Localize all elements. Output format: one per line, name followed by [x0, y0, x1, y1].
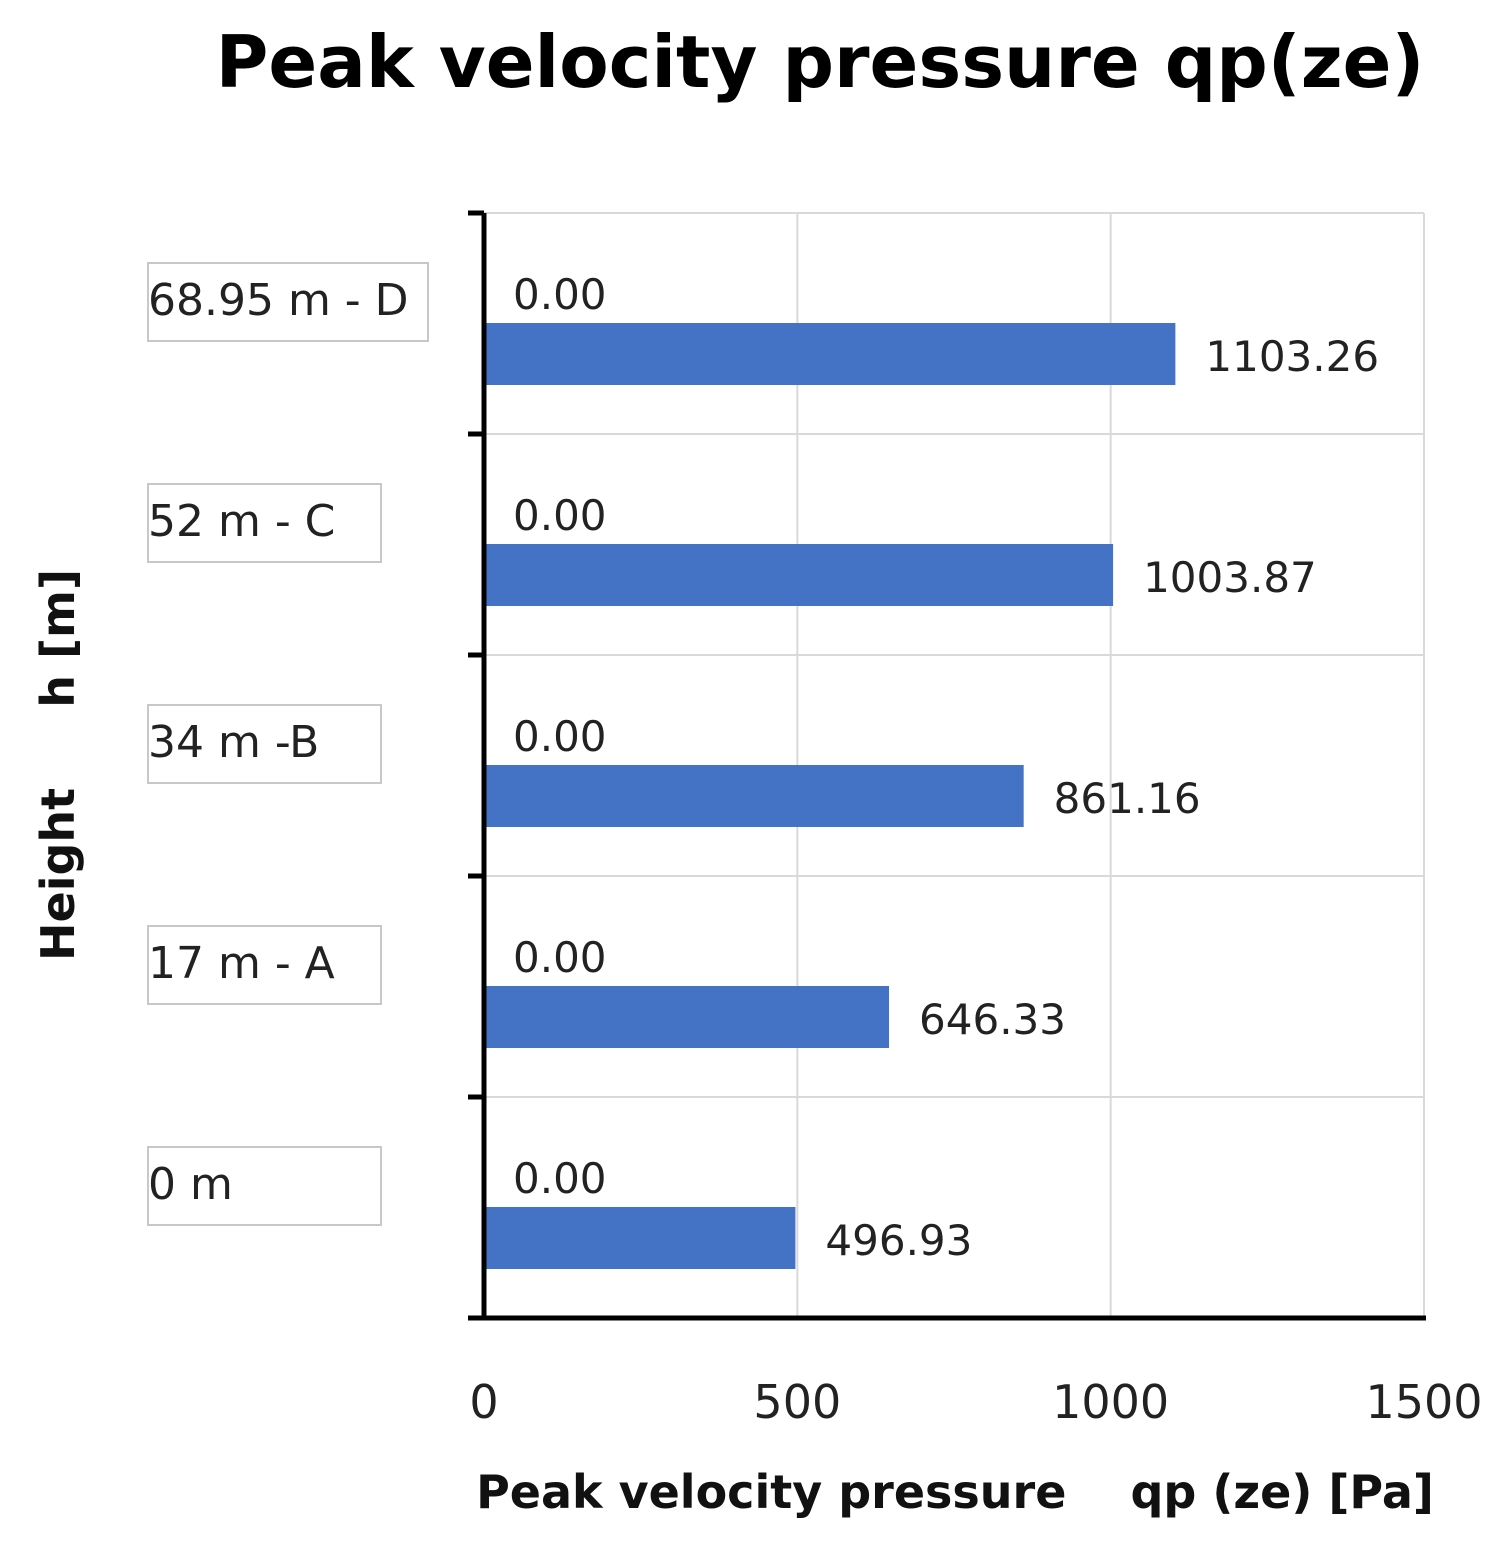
x-axis-title: Peak velocity pressure qp (ze) [Pa] [476, 1465, 1434, 1519]
chart-title: Peak velocity pressure qp(ze) [216, 20, 1425, 104]
data-label-zero: 0.00 [513, 712, 607, 761]
bar [484, 765, 1024, 827]
x-tick-labels: 0 500 1000 1500 [469, 1375, 1482, 1429]
data-label: 1003.87 [1143, 553, 1317, 602]
data-label: 861.16 [1054, 774, 1201, 823]
bar [484, 1207, 796, 1269]
category-label-box [147, 1146, 382, 1226]
category-label-box [147, 483, 382, 563]
category-label: 17 m - A [148, 938, 335, 989]
data-label: 1103.26 [1205, 332, 1379, 381]
category-label: 68.95 m - D [148, 275, 409, 326]
data-label-zero: 0.00 [513, 491, 607, 540]
category-labels: 68.95 m - D 52 m - C 34 m -B 17 m - A 0 m [147, 262, 429, 1226]
data-label: 496.93 [825, 1216, 972, 1265]
data-label: 646.33 [919, 995, 1066, 1044]
x-tick-label: 1500 [1365, 1375, 1482, 1429]
bar [484, 986, 890, 1048]
y-axis-title: Height h [m] [31, 569, 85, 961]
bar [484, 544, 1114, 606]
data-label-zero: 0.00 [513, 933, 607, 982]
data-labels: 0.00 1103.26 0.00 1003.87 0.00 861.16 0.00 646.… [513, 270, 1379, 1265]
x-tick-label: 1000 [1052, 1375, 1169, 1429]
x-tick-label: 0 [469, 1375, 498, 1429]
x-tick-label: 500 [753, 1375, 841, 1429]
category-label-box [147, 925, 382, 1005]
category-label-box [147, 262, 429, 342]
category-label: 52 m - C [148, 496, 335, 547]
category-label: 0 m [148, 1159, 233, 1210]
category-label: 34 m -B [148, 717, 319, 768]
category-label-box [147, 704, 382, 784]
axes [468, 210, 1426, 1321]
data-label-zero: 0.00 [513, 1154, 607, 1203]
data-label-zero: 0.00 [513, 270, 607, 319]
bars [484, 323, 1176, 1269]
gridlines [484, 212, 1425, 1318]
bar [484, 323, 1176, 385]
